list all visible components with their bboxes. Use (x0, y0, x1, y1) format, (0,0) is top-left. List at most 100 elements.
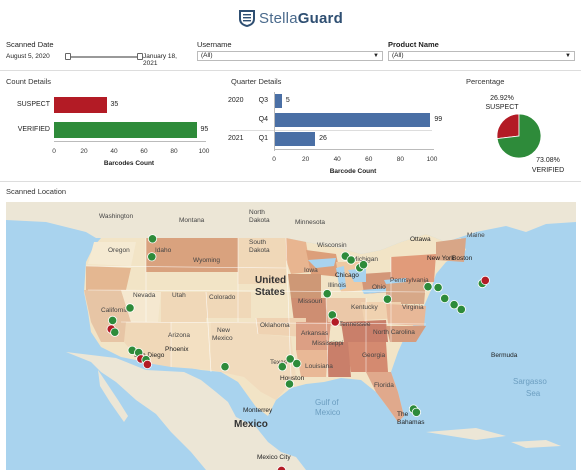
map-label-washington: Washington (99, 213, 134, 220)
x-axis-title: Barcodes Count (103, 160, 155, 167)
suspect-pct-label: 26.92% (490, 95, 514, 102)
username-select[interactable]: (All) ▼ (197, 51, 383, 61)
brand-name: StellaGuard (259, 9, 343, 27)
map-marker-verified[interactable] (456, 304, 466, 315)
product-name-label: Product Name (388, 40, 439, 49)
map-marker-verified[interactable] (292, 359, 302, 369)
bar[interactable] (274, 113, 431, 127)
count-details-title: Count Details (6, 77, 52, 86)
map-label-maine: Maine (467, 232, 485, 239)
map-label-michigan: Michigan (352, 256, 379, 263)
map-marker-verified[interactable] (125, 303, 135, 313)
map-label-gulf-mexico: Mexico (315, 408, 341, 417)
x-tick-label: 40 (110, 148, 118, 155)
date-start-value: August 5, 2020 (6, 53, 50, 60)
x-tick-label: 80 (396, 156, 404, 163)
scanned-location-title: Scanned Location (6, 187, 67, 196)
bar[interactable] (274, 94, 282, 108)
map-label-illinois: Illinois (328, 282, 347, 289)
map-label-tennessee: Tennessee (339, 321, 371, 328)
quarter-label: Q1 (258, 135, 268, 142)
map-label-boston: Boston (452, 255, 473, 262)
pie-slice-verified[interactable] (496, 113, 542, 159)
map-marker-verified[interactable] (110, 327, 120, 337)
map-label-oregon: Oregon (108, 247, 130, 254)
map-label-idaho: Idaho (155, 247, 172, 254)
date-slider-start-handle[interactable] (65, 53, 71, 60)
map-label-sea: Sea (526, 389, 541, 398)
bar-value-label: 35 (110, 101, 119, 108)
bar-value-label: 26 (319, 135, 327, 142)
map-label-chicago: Chicago (335, 272, 359, 279)
map-marker-verified[interactable] (346, 255, 356, 265)
map-markers-layer (106, 234, 490, 470)
map-label-iowa: Iowa (304, 267, 318, 274)
map-marker-suspect[interactable] (276, 465, 287, 470)
chevron-down-icon: ▼ (373, 53, 379, 59)
map-label-missouri: Missouri (298, 298, 323, 305)
bar-category-label: SUSPECT (16, 101, 50, 108)
map-label-new-york: New York (427, 255, 455, 262)
map-marker-verified[interactable] (277, 362, 287, 372)
product-select-value: (All) (392, 52, 404, 59)
y-axis-line (274, 92, 275, 151)
map-label-north-dakota-1: North (249, 209, 265, 216)
map-label-arkansas: Arkansas (301, 330, 329, 337)
x-tick-label: 20 (301, 156, 310, 163)
map-label-monterrey: Monterrey (243, 407, 273, 414)
map-label-california: California (101, 307, 129, 314)
map-marker-verified[interactable] (423, 282, 433, 292)
scanned-date-slider[interactable]: August 5, 2020 January 18, 2021 (6, 52, 192, 67)
map-label-pennsylvania: Pennsylvania (390, 277, 429, 284)
bar-value-label: 99 (434, 116, 443, 123)
year-label: 2021 (228, 135, 244, 142)
map-label-san-diego: San Diego (134, 352, 165, 359)
bar[interactable] (54, 122, 197, 138)
map-label-new-mexico-1: New (217, 327, 231, 334)
x-axis-line (54, 141, 206, 142)
date-slider-end-handle[interactable] (137, 53, 143, 60)
map-label-houston: Houston (280, 375, 305, 382)
map-marker-suspect[interactable] (480, 275, 490, 286)
scanned-location-map[interactable]: United States Mexico Washington Montana … (6, 202, 576, 470)
x-axis-line (274, 149, 434, 150)
map-marker-suspect[interactable] (142, 359, 152, 369)
x-tick-label: 0 (52, 148, 56, 155)
map-marker-verified[interactable] (285, 354, 295, 364)
map-label-montana: Montana (179, 217, 205, 224)
map-marker-verified[interactable] (411, 407, 421, 417)
pie-slice-suspect[interactable] (496, 113, 520, 140)
quarter-label: Q4 (258, 116, 268, 123)
map-marker-verified[interactable] (147, 234, 158, 244)
map-label-mexico: Mexico (234, 419, 268, 430)
map-label-kentucky: Kentucky (351, 304, 378, 311)
map-label-phoenix: Phoenix (165, 346, 189, 353)
x-tick-label: 80 (170, 148, 178, 155)
map-label-wyoming: Wyoming (193, 257, 221, 264)
map-marker-verified[interactable] (358, 260, 369, 270)
bar[interactable] (274, 132, 316, 146)
map-base (6, 202, 576, 470)
map-marker-verified[interactable] (220, 362, 230, 372)
map-marker-verified[interactable] (284, 379, 295, 389)
x-tick-label: 20 (80, 148, 88, 155)
map-label-states: States (255, 287, 286, 298)
shield-logo-icon (239, 10, 256, 27)
verified-pct-label: 73.08% (536, 157, 560, 164)
map-marker-verified[interactable] (433, 282, 443, 293)
map-marker-verified[interactable] (108, 315, 118, 326)
map-marker-verified[interactable] (322, 289, 332, 299)
map-marker-verified[interactable] (449, 300, 459, 310)
date-slider-track[interactable] (65, 53, 143, 60)
map-marker-verified[interactable] (382, 294, 392, 304)
map-label-united: United (255, 275, 287, 286)
bar[interactable] (54, 97, 107, 113)
map-label-colorado: Colorado (209, 294, 236, 301)
map-marker-verified[interactable] (147, 252, 157, 262)
map-marker-suspect[interactable] (330, 317, 340, 327)
percentage-pie-chart (496, 113, 542, 159)
x-axis-title: Barcode Count (329, 168, 377, 175)
map-marker-verified[interactable] (440, 293, 450, 304)
product-name-select[interactable]: (All) ▼ (388, 51, 575, 61)
divider (0, 70, 581, 71)
